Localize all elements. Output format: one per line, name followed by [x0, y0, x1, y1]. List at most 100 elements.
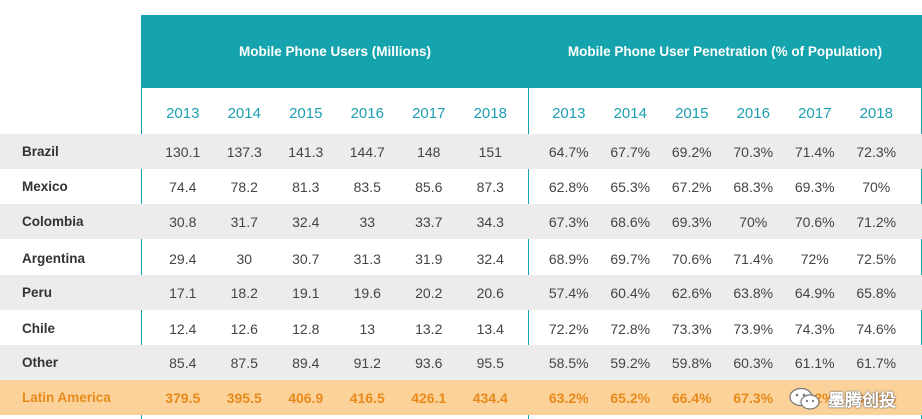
penetration-cell: 72.5%: [856, 250, 897, 267]
penetration-cell: 60.3%: [733, 354, 774, 371]
users-cell: 33.7: [415, 213, 443, 230]
users-cell: 74.4: [169, 178, 197, 195]
penetration-cell: 70.6%: [794, 213, 835, 230]
users-cell: 89.4: [292, 354, 320, 371]
year-header: 2014: [227, 105, 261, 122]
penetration-header: Mobile Phone User Penetration (% of Popu…: [529, 15, 921, 88]
users-cell: 33: [359, 213, 376, 230]
users-cell: 13.2: [415, 320, 443, 337]
watermark-text: 墨腾创投: [828, 391, 896, 410]
penetration-year-row: 2013 2014 2015 2016 2017 2018: [538, 98, 907, 130]
users-cell: 29.4: [169, 250, 197, 267]
users-cell: 31.3: [353, 250, 381, 267]
users-cell: 87.5: [230, 354, 258, 371]
year-header: 2017: [798, 105, 832, 122]
users-cell: 379.5: [165, 389, 201, 406]
penetration-cell: 62.8%: [548, 178, 589, 195]
table-row: Chile 12.4 12.6 12.8 13 13.2 13.4 72.2% 72.8% 73.…: [0, 311, 922, 346]
penetration-cell: 67.3%: [548, 213, 589, 230]
table-row: Brazil 130.1 137.3 141.3 144.7 148 151 64.7% 67.…: [0, 134, 922, 169]
penetration-cell: 69.2%: [671, 143, 712, 160]
penetration-cell: 74.3%: [794, 320, 835, 337]
users-cell: 148: [417, 143, 441, 160]
year-header: 2017: [412, 105, 446, 122]
users-cell: 31.9: [415, 250, 443, 267]
users-cell: 12.8: [292, 320, 320, 337]
users-cell: 83.5: [353, 178, 381, 195]
penetration-cell: 61.7%: [856, 354, 897, 371]
users-cell: 141.3: [288, 143, 324, 160]
penetration-cell: 72%: [800, 250, 829, 267]
penetration-cell: 62.6%: [671, 284, 712, 301]
penetration-cell: 69.3%: [794, 178, 835, 195]
table-row: Mexico 74.4 78.2 81.3 83.5 85.6 87.3 62.8% 65.3%…: [0, 169, 922, 204]
penetration-cell: 63.8%: [733, 284, 774, 301]
users-cell: 13.4: [476, 320, 504, 337]
penetration-cell: 67.3%: [733, 389, 774, 406]
penetration-cell: 61.1%: [794, 354, 835, 371]
year-header: 2016: [736, 105, 770, 122]
penetration-cell: 69.7%: [610, 250, 651, 267]
penetration-cell: 66.4%: [671, 389, 712, 406]
table-row: Other 85.4 87.5 89.4 91.2 93.6 95.5 58.5% 59.2% 5…: [0, 345, 922, 380]
users-cell: 406.9: [288, 389, 324, 406]
users-cell: 151: [478, 143, 502, 160]
users-cell: 130.1: [165, 143, 201, 160]
penetration-cell: 59.2%: [610, 354, 651, 371]
penetration-cell: 71.4%: [733, 250, 774, 267]
penetration-cell: 71.2%: [856, 213, 897, 230]
year-header: 2016: [350, 105, 384, 122]
users-cell: 17.1: [169, 284, 197, 301]
penetration-cell: 70%: [739, 213, 768, 230]
users-cell: 137.3: [226, 143, 262, 160]
users-cell: 416.5: [349, 389, 385, 406]
users-cell: 93.6: [415, 354, 443, 371]
row-label: Brazil: [22, 144, 59, 159]
penetration-cell: 68.9%: [856, 389, 897, 406]
penetration-cell: 74.6%: [856, 320, 897, 337]
users-cell: 85.6: [415, 178, 443, 195]
wechat-icon: [789, 387, 820, 410]
penetration-cell: 65.2%: [610, 389, 651, 406]
watermark: 墨腾创投: [788, 386, 896, 411]
penetration-cell: 73.9%: [733, 320, 774, 337]
row-label: Other: [22, 355, 59, 370]
penetration-cell: 65.3%: [610, 178, 651, 195]
users-cell: 32.4: [476, 250, 504, 267]
users-cell: 12.6: [230, 320, 258, 337]
year-header: 2018: [859, 105, 893, 122]
row-label: Latin America: [22, 390, 111, 405]
penetration-cell: 72.2%: [548, 320, 589, 337]
users-year-row: 2013 2014 2015 2016 2017 2018: [152, 98, 521, 130]
users-cell: 434.4: [472, 389, 508, 406]
penetration-cell: 71.4%: [794, 143, 835, 160]
penetration-cell: 63.2%: [548, 389, 589, 406]
penetration-cell: 68.3%: [733, 178, 774, 195]
penetration-cell: 69.3%: [671, 213, 712, 230]
users-cell: 395.5: [226, 389, 262, 406]
penetration-cell: 70%: [862, 178, 891, 195]
year-header: 2013: [166, 105, 200, 122]
penetration-cell: 73.3%: [671, 320, 712, 337]
penetration-cell: 67.7%: [610, 143, 651, 160]
users-cell: 19.6: [353, 284, 381, 301]
penetration-cell: 57.4%: [548, 284, 589, 301]
penetration-cell: 58.5%: [548, 354, 589, 371]
penetration-cell: 70.3%: [733, 143, 774, 160]
penetration-cell: 68.9%: [548, 250, 589, 267]
row-label: Chile: [22, 321, 56, 336]
year-header: 2014: [613, 105, 647, 122]
year-header: 2013: [552, 105, 586, 122]
users-cell: 18.2: [230, 284, 258, 301]
users-cell: 20.2: [415, 284, 443, 301]
penetration-cell: 65.8%: [856, 284, 897, 301]
penetration-cell: 72.3%: [856, 143, 897, 160]
year-header: 2015: [289, 105, 323, 122]
users-header: Mobile Phone Users (Millions): [142, 15, 528, 88]
table-row: Colombia 30.8 31.7 32.4 33 33.7 34.3 67.3% 68.6%…: [0, 204, 922, 239]
users-cell: 30.8: [169, 213, 197, 230]
users-cell: 20.6: [476, 284, 504, 301]
penetration-cell: 70.6%: [671, 250, 712, 267]
penetration-cell: 60.4%: [610, 284, 651, 301]
users-cell: 91.2: [353, 354, 381, 371]
